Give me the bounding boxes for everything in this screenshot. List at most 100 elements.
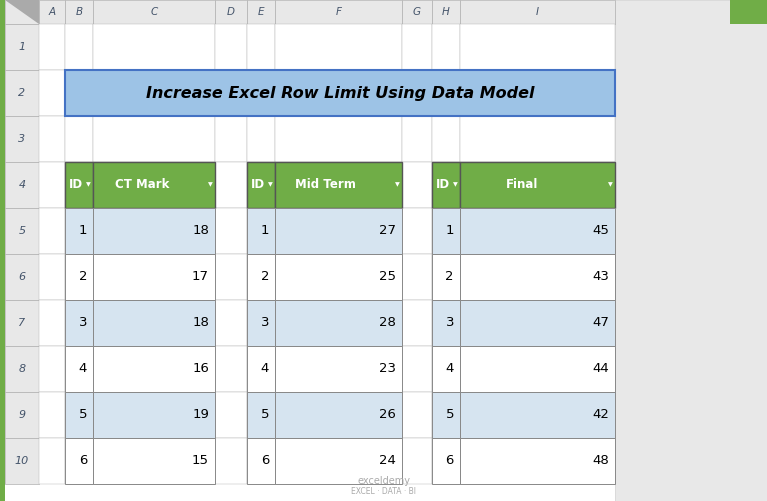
Bar xyxy=(402,346,432,392)
Bar xyxy=(5,24,39,70)
Bar xyxy=(615,0,767,501)
Text: 2: 2 xyxy=(446,271,454,284)
Bar xyxy=(93,438,215,484)
Bar xyxy=(247,392,275,438)
Bar xyxy=(93,70,215,116)
Bar xyxy=(275,300,402,346)
Text: 7: 7 xyxy=(18,318,25,328)
Text: 4: 4 xyxy=(79,363,87,376)
Bar xyxy=(460,254,615,300)
Bar xyxy=(93,300,215,346)
Bar xyxy=(432,392,460,438)
Bar xyxy=(247,392,275,438)
Bar xyxy=(39,70,65,116)
Bar xyxy=(93,300,215,346)
Bar xyxy=(432,300,460,346)
Bar xyxy=(5,254,39,300)
Text: 43: 43 xyxy=(592,271,609,284)
Bar xyxy=(93,24,215,70)
Bar xyxy=(215,438,247,484)
Text: 1: 1 xyxy=(446,224,454,237)
Bar xyxy=(215,392,247,438)
Bar xyxy=(93,0,215,24)
Bar xyxy=(65,254,93,300)
Bar xyxy=(460,300,615,346)
Polygon shape xyxy=(5,0,39,24)
Bar xyxy=(460,392,615,438)
Bar xyxy=(65,0,93,24)
Text: ▼: ▼ xyxy=(395,182,400,187)
Bar xyxy=(247,346,275,392)
Text: CT Mark: CT Mark xyxy=(114,178,169,191)
Bar xyxy=(215,300,247,346)
Text: 17: 17 xyxy=(192,271,209,284)
Bar xyxy=(215,116,247,162)
Bar xyxy=(460,208,615,254)
Text: C: C xyxy=(150,7,158,17)
Bar xyxy=(39,438,65,484)
Bar xyxy=(275,70,402,116)
Bar xyxy=(247,208,275,254)
Text: 8: 8 xyxy=(18,364,25,374)
Bar xyxy=(460,162,615,208)
Bar xyxy=(460,208,615,254)
Text: 1: 1 xyxy=(18,42,25,52)
Bar xyxy=(65,346,93,392)
Bar xyxy=(39,254,65,300)
Text: ▼: ▼ xyxy=(86,182,91,187)
Bar xyxy=(402,24,432,70)
Bar xyxy=(432,392,460,438)
Text: 4: 4 xyxy=(18,180,25,190)
Text: EXCEL · DATA · BI: EXCEL · DATA · BI xyxy=(351,486,416,495)
Bar xyxy=(275,116,402,162)
Bar xyxy=(247,116,275,162)
Bar xyxy=(275,162,402,208)
Bar xyxy=(65,70,93,116)
Text: 5: 5 xyxy=(18,226,25,236)
Text: 2: 2 xyxy=(78,271,87,284)
Bar xyxy=(5,346,39,392)
Bar xyxy=(39,392,65,438)
Text: 5: 5 xyxy=(78,408,87,421)
Text: 16: 16 xyxy=(192,363,209,376)
Bar xyxy=(460,346,615,392)
Text: exceldemy: exceldemy xyxy=(357,476,410,486)
Text: 6: 6 xyxy=(261,454,269,467)
Bar xyxy=(432,24,460,70)
Bar xyxy=(402,70,432,116)
Bar xyxy=(93,162,215,208)
Bar xyxy=(215,162,247,208)
Bar xyxy=(247,208,275,254)
Text: ID: ID xyxy=(68,178,83,191)
Bar xyxy=(93,438,215,484)
Bar xyxy=(402,438,432,484)
Text: 5: 5 xyxy=(261,408,269,421)
Bar xyxy=(0,0,5,501)
Text: 48: 48 xyxy=(592,454,609,467)
Bar xyxy=(275,254,402,300)
Bar xyxy=(275,346,402,392)
Bar xyxy=(460,0,615,24)
Text: 27: 27 xyxy=(379,224,396,237)
Bar xyxy=(93,116,215,162)
Bar xyxy=(247,254,275,300)
Bar xyxy=(215,0,247,24)
Text: 10: 10 xyxy=(15,456,29,466)
Bar xyxy=(93,208,215,254)
Text: A: A xyxy=(48,7,55,17)
Text: 28: 28 xyxy=(379,317,396,330)
Bar xyxy=(432,116,460,162)
Bar xyxy=(247,162,275,208)
Text: 3: 3 xyxy=(261,317,269,330)
Bar xyxy=(730,0,767,24)
Text: 19: 19 xyxy=(192,408,209,421)
Bar xyxy=(247,300,275,346)
Text: 18: 18 xyxy=(192,224,209,237)
Bar xyxy=(39,346,65,392)
Bar xyxy=(65,254,93,300)
Bar xyxy=(402,254,432,300)
Bar xyxy=(432,208,460,254)
Text: 2: 2 xyxy=(18,88,25,98)
Text: 4: 4 xyxy=(446,363,454,376)
Bar xyxy=(275,438,402,484)
